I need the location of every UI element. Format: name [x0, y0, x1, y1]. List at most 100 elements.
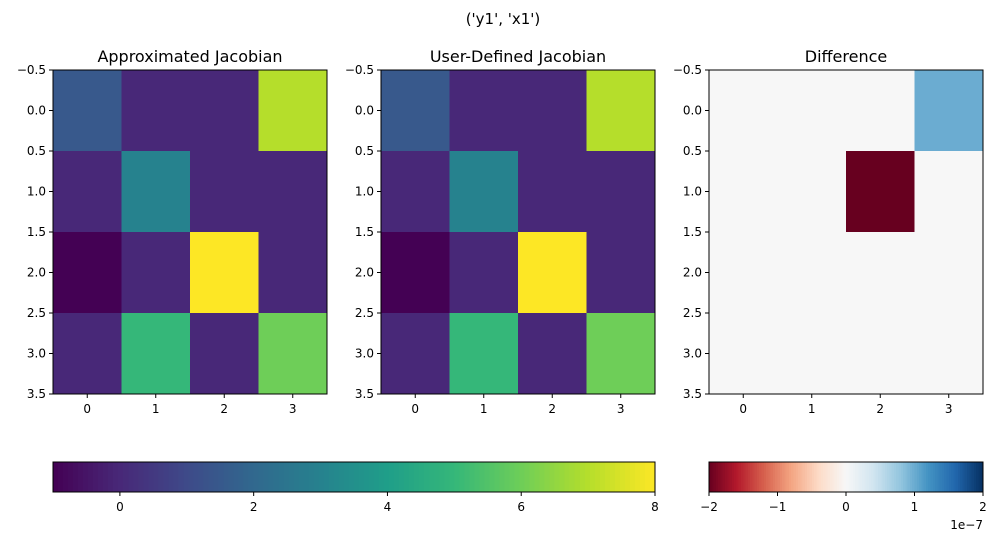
colorbar-segment	[868, 462, 872, 492]
colorbar-segment	[882, 462, 886, 492]
heatmap-cell	[777, 151, 846, 232]
colorbar-segment	[976, 462, 980, 492]
colorbar-segment	[788, 462, 792, 492]
colorbar-segment	[258, 462, 265, 492]
colorbar-segment	[384, 462, 390, 492]
colorbar-segment	[338, 462, 345, 492]
colorbar-segment	[474, 462, 481, 492]
colorbar-segment	[609, 462, 616, 492]
colorbar-segment	[720, 462, 724, 492]
colorbar-segment	[268, 462, 275, 492]
colorbar-segment	[798, 462, 801, 492]
y-tick-label: 3.5	[355, 387, 374, 401]
colorbar-segment	[973, 462, 977, 492]
y-tick-label: 1.0	[683, 185, 702, 199]
figure-suptitle: ('y1', 'x1')	[466, 10, 541, 28]
colorbar-segment	[499, 462, 506, 492]
colorbar-segment	[951, 462, 954, 492]
y-tick-label: 2.0	[683, 266, 702, 280]
heatmap-cell	[846, 70, 915, 151]
colorbar-segment	[731, 462, 735, 492]
colorbar-segment	[775, 462, 779, 492]
heatmap-cell	[914, 232, 983, 313]
colorbar-segment	[444, 462, 450, 492]
colorbar-segment	[589, 462, 596, 492]
colorbar-segment	[768, 462, 772, 492]
x-tick-label: 0	[411, 402, 419, 416]
heatmap-cell	[518, 151, 587, 232]
colorbar-segment	[183, 462, 190, 492]
colorbar-segment	[303, 462, 310, 492]
colorbar-segment	[559, 462, 566, 492]
heatmap-cell	[121, 232, 190, 313]
colorbar-segment	[919, 462, 922, 492]
y-tick-label: 3.5	[683, 387, 702, 401]
colorbar-segment	[754, 462, 758, 492]
colorbar-segment	[238, 462, 245, 492]
colorbar-segment	[898, 462, 902, 492]
colorbar-segment	[713, 462, 717, 492]
heatmap-cell	[449, 70, 518, 151]
colorbar-segment	[740, 462, 744, 492]
colorbar-segment	[213, 462, 220, 492]
colorbar-segment	[967, 462, 970, 492]
colorbar-segment	[584, 462, 591, 492]
heatmap-cell	[914, 313, 983, 394]
colorbar-tick-label: 6	[517, 500, 525, 514]
colorbar-segment	[223, 462, 230, 492]
colorbar-segment	[63, 462, 69, 492]
colorbar-segment	[348, 462, 355, 492]
colorbar-segment	[850, 462, 854, 492]
x-tick-label: 3	[945, 402, 953, 416]
colorbar-segment	[905, 462, 909, 492]
y-tick-label: 0.0	[683, 104, 702, 118]
difference-colorbar: −2 −1 0 1 2 1e−7	[700, 461, 987, 532]
colorbar-segment	[939, 462, 943, 492]
colorbar-segment	[203, 462, 210, 492]
colorbar-segment	[791, 462, 795, 492]
colorbar-segment	[841, 462, 845, 492]
colorbar-tick-label: 0	[116, 500, 124, 514]
colorbar-segment	[795, 462, 799, 492]
heatmap-cell	[53, 313, 122, 394]
colorbar-segment	[937, 462, 941, 492]
colorbar-tick-label: 8	[651, 500, 659, 514]
colorbar-tick-label: 0	[842, 500, 850, 514]
colorbar-segment	[604, 462, 611, 492]
colorbar-segment	[539, 462, 546, 492]
colorbar-segment	[873, 462, 877, 492]
colorbar-segment	[138, 462, 144, 492]
heatmap-cell	[449, 313, 518, 394]
heatmap-cell	[381, 313, 450, 394]
colorbar-segment	[399, 462, 405, 492]
colorbar-segment	[103, 462, 109, 492]
colorbar-segment	[118, 462, 124, 492]
colorbar-segment	[944, 462, 948, 492]
colorbar-segment	[724, 462, 728, 492]
colorbar-segment	[957, 462, 961, 492]
colorbar-segment	[914, 462, 918, 492]
colorbar-segment	[875, 462, 879, 492]
colorbar-segment	[128, 462, 134, 492]
colorbar-segment	[816, 462, 820, 492]
colorbar-segment	[916, 462, 920, 492]
colorbar-segment	[629, 462, 636, 492]
colorbar-segment	[946, 462, 950, 492]
colorbar-segment	[394, 462, 400, 492]
y-tick-label: 1.0	[27, 185, 46, 199]
y-tick-label: −0.5	[673, 63, 702, 77]
colorbar-segment	[193, 462, 200, 492]
x-tick-label: 1	[480, 402, 488, 416]
colorbar-segment	[409, 462, 415, 492]
panel-title: Approximated Jacobian	[97, 47, 282, 66]
colorbar-tick-label: 1	[911, 500, 919, 514]
colorbar-segment	[793, 462, 797, 492]
colorbar-segment	[534, 462, 541, 492]
colorbar-segment	[158, 462, 164, 492]
colorbar-segment	[283, 462, 290, 492]
colorbar-segment	[896, 462, 900, 492]
y-tick-label: 1.5	[683, 225, 702, 239]
colorbar-segment	[852, 462, 856, 492]
colorbar-segment	[770, 462, 774, 492]
